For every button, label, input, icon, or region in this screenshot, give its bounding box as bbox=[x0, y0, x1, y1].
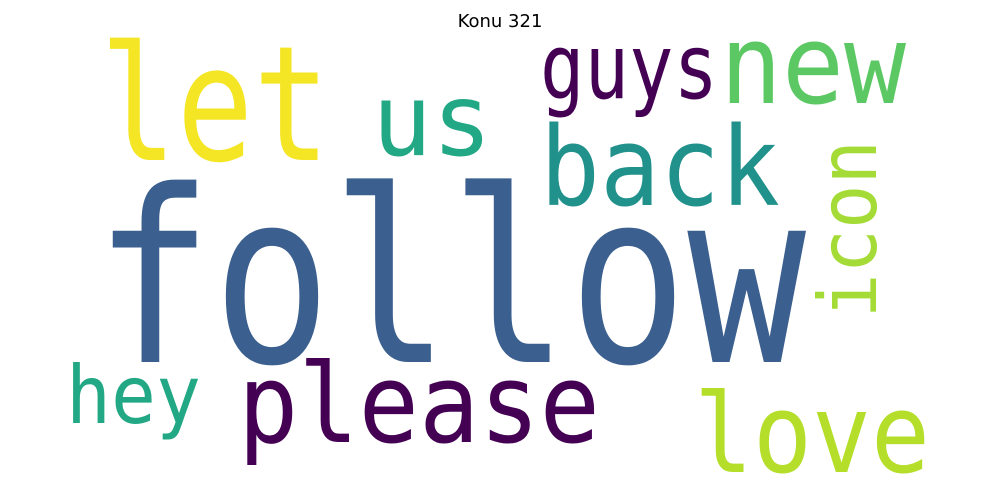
word-new: new bbox=[720, 1, 907, 129]
word-back: back bbox=[540, 103, 780, 231]
word-please: please bbox=[238, 340, 600, 468]
word-follow: follow bbox=[94, 139, 806, 419]
word-love: love bbox=[694, 370, 930, 498]
word-icon: icon bbox=[802, 140, 895, 318]
word-let: let bbox=[100, 11, 330, 198]
word-guys: guys bbox=[540, 15, 718, 120]
word-hey: hey bbox=[66, 349, 201, 442]
word-us: us bbox=[372, 62, 492, 179]
figure-title: Konu 321 bbox=[457, 11, 543, 32]
